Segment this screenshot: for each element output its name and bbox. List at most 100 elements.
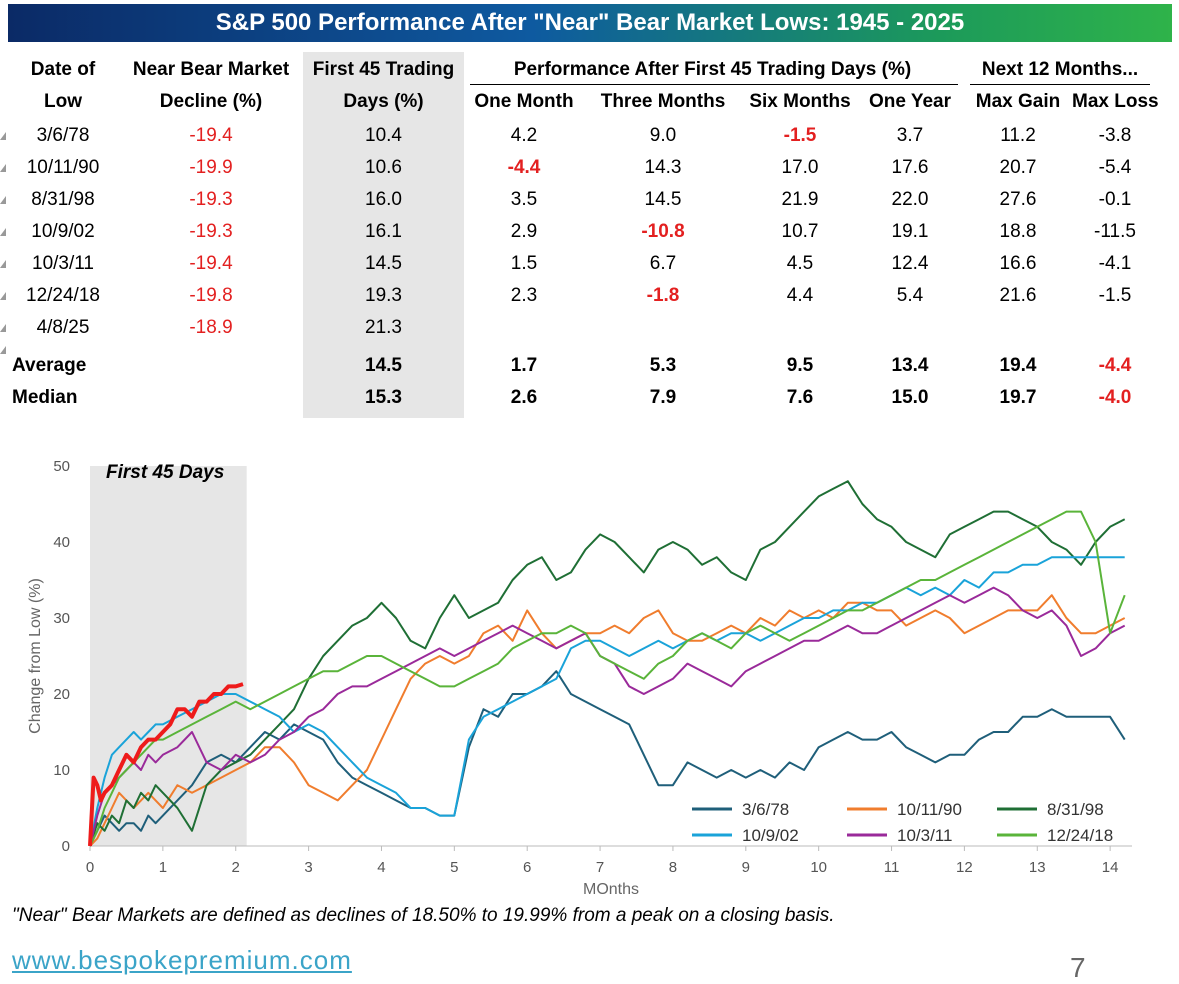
median-m1: 2.6 bbox=[510, 387, 538, 408]
cell-m6: 4.5 bbox=[786, 253, 814, 274]
next12-group-underline bbox=[970, 84, 1150, 85]
stats-table: Date of Low Near Bear Market Decline (%)… bbox=[0, 52, 1179, 422]
cell-max_gain: 27.6 bbox=[999, 189, 1037, 210]
cell-m3: 6.7 bbox=[649, 253, 677, 274]
website-link[interactable]: www.bespokepremium.com bbox=[12, 945, 352, 975]
header-three-months: Three Months bbox=[600, 91, 726, 112]
series-line-4-8-25 bbox=[88, 682, 244, 847]
y-axis-label: Change from Low (%) bbox=[27, 578, 44, 734]
y-tick-label: 40 bbox=[53, 534, 70, 551]
header-one-year: One Year bbox=[868, 91, 952, 112]
average-m3: 5.3 bbox=[649, 355, 677, 376]
cell-y1: 3.7 bbox=[896, 125, 924, 146]
cell-m3: -10.8 bbox=[641, 221, 685, 242]
cell-m3: 14.5 bbox=[644, 189, 682, 210]
series-line-8-31-98 bbox=[89, 480, 1126, 847]
cell-y1: 12.4 bbox=[891, 253, 929, 274]
average-y1: 13.4 bbox=[891, 355, 929, 376]
average-label: Average bbox=[12, 355, 87, 376]
x-tick-label: 3 bbox=[304, 859, 312, 876]
cell-y1: 17.6 bbox=[891, 157, 929, 178]
median-label: Median bbox=[12, 387, 78, 408]
x-tick-label: 4 bbox=[377, 859, 385, 876]
y-tick-label: 0 bbox=[62, 838, 70, 855]
x-tick-label: 1 bbox=[159, 859, 167, 876]
cell-decline: -19.3 bbox=[189, 189, 233, 210]
y-tick-label: 30 bbox=[53, 610, 70, 627]
cell-date: 4/8/25 bbox=[36, 317, 90, 338]
cell-max_loss: -5.4 bbox=[1098, 157, 1132, 178]
header-date-2: Low bbox=[44, 91, 82, 112]
header-one-month: One Month bbox=[474, 91, 574, 112]
x-tick-label: 10 bbox=[810, 859, 827, 876]
cell-first45: 21.3 bbox=[365, 317, 402, 338]
median-m3: 7.9 bbox=[649, 387, 677, 408]
row-marker-icon bbox=[0, 346, 6, 354]
cell-date: 10/11/90 bbox=[26, 157, 100, 178]
x-tick-label: 9 bbox=[742, 859, 750, 876]
x-tick-label: 7 bbox=[596, 859, 604, 876]
cell-date: 10/9/02 bbox=[31, 221, 95, 242]
row-marker-icon bbox=[0, 292, 6, 300]
cell-m1: 2.9 bbox=[510, 221, 538, 242]
series-line-3-6-78 bbox=[89, 670, 1126, 847]
cell-m6: 10.7 bbox=[781, 221, 819, 242]
average-m6: 9.5 bbox=[786, 355, 814, 376]
cell-m6: 17.0 bbox=[781, 157, 819, 178]
row-marker-icon bbox=[0, 132, 6, 140]
average-first45: 14.5 bbox=[365, 355, 402, 376]
median-max_loss: -4.0 bbox=[1098, 387, 1132, 408]
cell-m6: 21.9 bbox=[781, 189, 819, 210]
cell-m1: 2.3 bbox=[510, 285, 538, 306]
row-marker-icon bbox=[0, 164, 6, 172]
median-max_gain: 19.7 bbox=[999, 387, 1037, 408]
cell-max_gain: 20.7 bbox=[999, 157, 1037, 178]
legend-label: 10/11/90 bbox=[897, 800, 962, 819]
y-tick-label: 20 bbox=[53, 686, 70, 703]
cell-decline: -19.8 bbox=[189, 285, 233, 306]
median-y1: 15.0 bbox=[891, 387, 929, 408]
cell-max_gain: 11.2 bbox=[1000, 125, 1036, 146]
x-tick-label: 6 bbox=[523, 859, 531, 876]
average-max_loss: -4.4 bbox=[1098, 355, 1132, 376]
cell-date: 3/6/78 bbox=[36, 125, 90, 146]
cell-first45: 10.4 bbox=[365, 125, 402, 146]
cell-decline: -19.4 bbox=[189, 253, 233, 274]
header-date-1: Date of bbox=[30, 59, 96, 80]
header-decline-1: Near Bear Market bbox=[132, 59, 290, 80]
legend-label: 8/31/98 bbox=[1047, 800, 1104, 819]
row-marker-icon bbox=[0, 260, 6, 268]
cell-m6: 4.4 bbox=[786, 285, 814, 306]
cell-decline: -19.9 bbox=[189, 157, 233, 178]
series-line-12-24-18 bbox=[89, 510, 1126, 847]
cell-decline: -18.9 bbox=[189, 317, 233, 338]
row-marker-icon bbox=[0, 196, 6, 204]
average-max_gain: 19.4 bbox=[999, 355, 1037, 376]
cell-m1: 3.5 bbox=[510, 189, 538, 210]
cell-m1: -4.4 bbox=[507, 157, 541, 178]
cell-date: 8/31/98 bbox=[31, 189, 95, 210]
cell-max_gain: 21.6 bbox=[999, 285, 1037, 306]
series-line-10-3-11 bbox=[89, 586, 1126, 847]
x-tick-label: 0 bbox=[86, 859, 94, 876]
footnote: "Near" Bear Markets are defined as decli… bbox=[12, 905, 835, 926]
legend-label: 10/9/02 bbox=[742, 826, 799, 845]
x-axis-label: MOnths bbox=[583, 881, 639, 898]
x-tick-label: 11 bbox=[884, 859, 900, 876]
x-tick-label: 14 bbox=[1102, 859, 1119, 876]
cell-date: 12/24/18 bbox=[26, 285, 100, 306]
cell-y1: 22.0 bbox=[891, 189, 929, 210]
cell-y1: 5.4 bbox=[896, 285, 924, 306]
cell-max_loss: -4.1 bbox=[1098, 253, 1132, 274]
median-m6: 7.6 bbox=[786, 387, 814, 408]
first45-column-shade bbox=[303, 52, 464, 418]
x-tick-label: 12 bbox=[956, 859, 973, 876]
header-max-loss: Max Loss bbox=[1072, 91, 1159, 112]
header-decline-2: Decline (%) bbox=[159, 91, 263, 112]
cell-first45: 14.5 bbox=[365, 253, 402, 274]
cell-max_loss: -1.5 bbox=[1098, 285, 1132, 306]
legend-label: 12/24/18 bbox=[1047, 826, 1113, 845]
cell-first45: 19.3 bbox=[365, 285, 402, 306]
cell-m6: -1.5 bbox=[783, 125, 817, 146]
